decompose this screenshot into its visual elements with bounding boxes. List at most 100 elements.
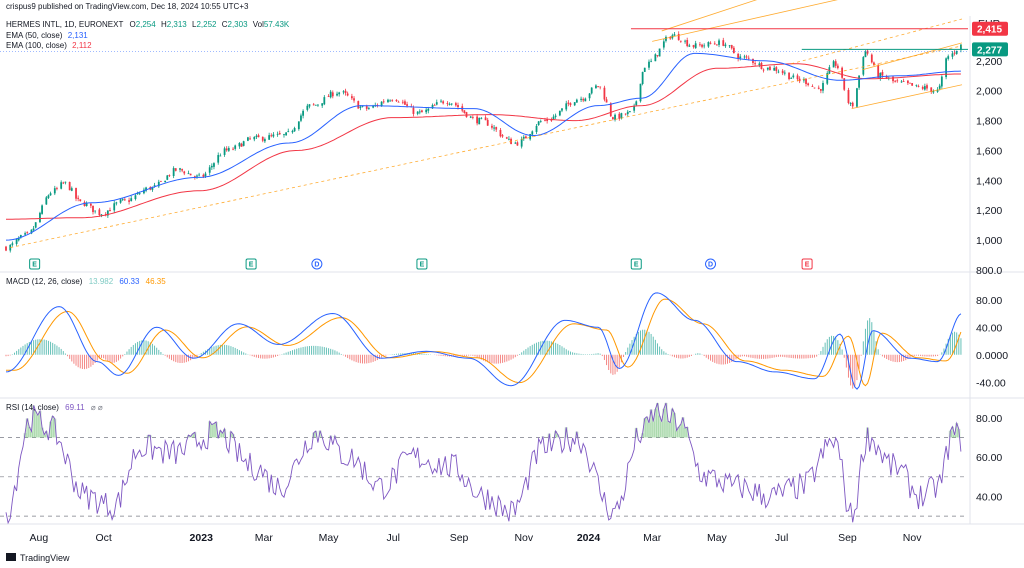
candle[interactable] <box>255 134 258 140</box>
candle[interactable] <box>505 136 508 140</box>
candle[interactable] <box>344 88 347 96</box>
candle[interactable] <box>187 170 190 175</box>
macd-signal-line[interactable] <box>6 298 962 387</box>
candle[interactable] <box>26 231 29 234</box>
candle[interactable] <box>588 93 591 101</box>
candle[interactable] <box>331 90 334 99</box>
candle[interactable] <box>775 66 778 74</box>
candle[interactable] <box>49 191 52 196</box>
candle[interactable] <box>662 38 665 50</box>
candle[interactable] <box>783 70 786 76</box>
candle[interactable] <box>17 236 20 242</box>
candle[interactable] <box>694 40 697 49</box>
candle[interactable] <box>493 125 495 132</box>
candle[interactable] <box>896 78 899 83</box>
candle[interactable] <box>612 116 614 121</box>
macd-line[interactable] <box>5 292 962 390</box>
candle[interactable] <box>870 53 873 64</box>
candle[interactable] <box>293 126 296 132</box>
candle[interactable] <box>440 99 442 103</box>
candle[interactable] <box>435 99 438 106</box>
candle[interactable] <box>94 210 97 214</box>
candle[interactable] <box>387 98 389 103</box>
candle[interactable] <box>32 225 35 232</box>
candle[interactable] <box>832 59 835 68</box>
candle[interactable] <box>404 99 406 106</box>
candle[interactable] <box>416 111 419 116</box>
candle[interactable] <box>805 77 807 87</box>
candle[interactable] <box>862 55 865 77</box>
candle[interactable] <box>342 90 345 95</box>
candle[interactable] <box>501 134 504 138</box>
candle[interactable] <box>724 42 727 48</box>
candle[interactable] <box>618 111 621 121</box>
candle[interactable] <box>597 86 599 88</box>
candle[interactable] <box>478 117 481 125</box>
candle[interactable] <box>257 133 260 138</box>
candle[interactable] <box>367 106 370 110</box>
candle[interactable] <box>179 167 181 173</box>
candle[interactable] <box>391 99 394 102</box>
candle[interactable] <box>291 129 294 134</box>
candle[interactable] <box>213 162 215 170</box>
candle[interactable] <box>940 75 943 89</box>
candle[interactable] <box>575 98 578 103</box>
candle[interactable] <box>450 103 453 106</box>
candle[interactable] <box>766 67 769 71</box>
event-marker[interactable]: D <box>705 258 717 270</box>
candle[interactable] <box>535 123 538 134</box>
candle[interactable] <box>822 80 824 94</box>
candle[interactable] <box>314 104 317 106</box>
candle[interactable] <box>688 43 691 47</box>
candle[interactable] <box>346 91 349 97</box>
candle[interactable] <box>446 101 449 107</box>
candle[interactable] <box>499 128 502 138</box>
candle[interactable] <box>232 147 234 151</box>
candle[interactable] <box>261 136 264 143</box>
candle[interactable] <box>476 114 479 126</box>
candle[interactable] <box>308 104 311 109</box>
candle[interactable] <box>189 173 192 176</box>
candle[interactable] <box>514 141 517 144</box>
candle[interactable] <box>639 83 642 103</box>
candle[interactable] <box>210 163 213 170</box>
candle[interactable] <box>537 121 540 126</box>
candle[interactable] <box>841 66 844 80</box>
candle[interactable] <box>677 31 680 41</box>
candle[interactable] <box>119 198 122 204</box>
candle[interactable] <box>866 49 869 56</box>
candle[interactable] <box>89 202 92 209</box>
rsi-line[interactable] <box>5 402 962 525</box>
candle[interactable] <box>448 102 451 106</box>
candle[interactable] <box>762 68 765 73</box>
candle[interactable] <box>516 141 519 146</box>
candle[interactable] <box>945 57 947 80</box>
candle[interactable] <box>217 152 220 165</box>
candle[interactable] <box>817 85 820 90</box>
candle[interactable] <box>932 89 935 94</box>
candle[interactable] <box>777 69 780 74</box>
candle[interactable] <box>947 54 950 61</box>
candle[interactable] <box>773 65 776 71</box>
candle[interactable] <box>15 238 18 246</box>
candle[interactable] <box>30 229 33 235</box>
candle[interactable] <box>909 82 911 84</box>
candle[interactable] <box>679 40 682 43</box>
event-marker[interactable]: E <box>801 258 813 270</box>
candle[interactable] <box>253 136 256 142</box>
trend-line[interactable] <box>10 45 963 248</box>
candle[interactable] <box>911 83 914 86</box>
candle[interactable] <box>847 87 850 105</box>
candle[interactable] <box>921 85 924 91</box>
candle[interactable] <box>520 136 523 149</box>
candle[interactable] <box>306 103 309 112</box>
candle[interactable] <box>811 84 814 87</box>
candle[interactable] <box>643 67 646 73</box>
candle[interactable] <box>656 55 659 58</box>
candle[interactable] <box>70 186 73 192</box>
event-marker[interactable]: E <box>630 258 642 270</box>
candle[interactable] <box>707 41 710 48</box>
candle[interactable] <box>803 77 805 83</box>
candle[interactable] <box>590 87 593 95</box>
candle[interactable] <box>769 66 771 71</box>
